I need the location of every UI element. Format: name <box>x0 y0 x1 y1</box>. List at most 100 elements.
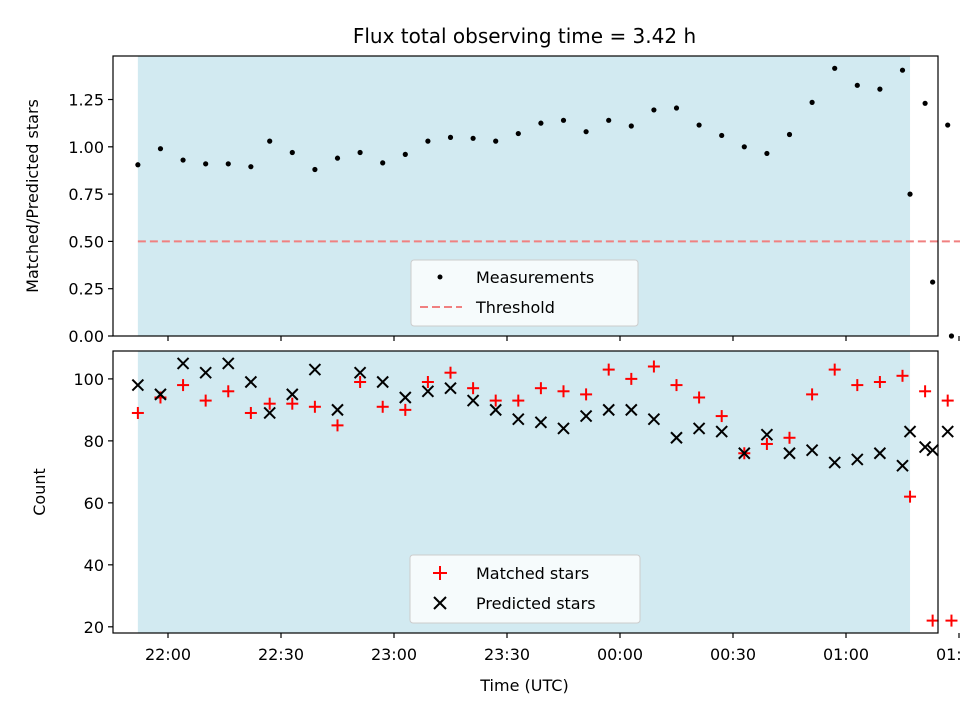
matched-stars-point <box>222 385 235 398</box>
predicted-stars-point <box>376 375 389 389</box>
matched-stars-point <box>760 437 773 450</box>
predicted-stars-point <box>489 403 502 417</box>
predicted-stars-point <box>647 412 661 426</box>
measurement-point <box>248 164 254 170</box>
measurement-point <box>157 146 164 152</box>
matched-stars-point <box>828 363 841 376</box>
ytick-label: 20 <box>84 618 104 637</box>
matched-stars-point <box>896 369 909 382</box>
measurement-point <box>425 138 431 144</box>
measurement-point <box>583 129 589 135</box>
ytick-label: 0.00 <box>68 327 104 346</box>
measurement-point <box>651 107 657 113</box>
xtick-label: 23:30 <box>484 645 530 664</box>
measurement-point <box>515 130 521 137</box>
measurement-point <box>786 131 793 138</box>
predicted-stars-point <box>602 403 615 417</box>
bottom-panel-ylabel: Count <box>30 468 49 516</box>
bottom-panel-frame <box>112 350 939 634</box>
predicted-stars-point <box>941 425 954 438</box>
matched-stars-point <box>941 394 954 407</box>
measurement-point <box>447 134 454 140</box>
measurement-point <box>312 166 318 173</box>
predicted-stars-point <box>851 453 864 466</box>
ytick-label: 1.25 <box>68 91 104 110</box>
xtick-label: 23:00 <box>371 645 417 664</box>
measurement-point <box>741 144 747 150</box>
measurement-point <box>673 105 680 111</box>
predicted-stars-point <box>828 456 841 469</box>
matched-stars-point <box>354 375 367 388</box>
top-legend: Measurements Threshold <box>410 259 639 327</box>
matched-stars-point <box>806 388 819 401</box>
xtick-label: 01:30 <box>936 645 960 664</box>
matched-stars-point <box>263 397 276 410</box>
predicted-stars-point <box>896 459 909 472</box>
predicted-stars-point <box>903 425 917 438</box>
matched-stars-point <box>919 385 932 398</box>
predicted-stars-point <box>926 443 939 457</box>
ytick-label: 0.50 <box>68 232 104 251</box>
predicted-stars-point <box>131 378 145 392</box>
top-legend-box <box>410 259 639 327</box>
predicted-stars-point <box>331 403 344 417</box>
measurement-point <box>628 123 634 129</box>
legend-predicted-marker <box>433 596 447 610</box>
predicted-stars-point <box>534 416 548 429</box>
measurement-point <box>945 122 951 128</box>
matched-stars-point <box>444 366 457 379</box>
matched-stars-point <box>580 388 593 401</box>
legend-threshold-label: Threshold <box>475 298 555 317</box>
top-panel: 0.00 0.25 0.50 0.75 1.00 1.25 Matched/Predict… <box>23 55 960 346</box>
predicted-stars-point <box>421 385 435 398</box>
matched-stars-point <box>873 375 886 388</box>
measurement-point <box>948 333 955 339</box>
measurement-point <box>764 150 770 157</box>
xtick-label: 22:00 <box>145 645 191 664</box>
matched-stars-point <box>602 363 615 376</box>
predicted-stars-point <box>308 363 322 376</box>
measurement-point <box>180 157 186 163</box>
legend-matched-label: Matched stars <box>476 564 589 583</box>
matched-stars-point <box>177 379 190 392</box>
bottom-legend: Matched stars Predicted stars <box>409 554 641 624</box>
measurement-point <box>493 138 499 144</box>
measurement-point <box>560 117 567 123</box>
predicted-stars-point <box>738 447 751 460</box>
predicted-stars-point <box>154 388 167 401</box>
predicted-stars-point <box>466 394 480 407</box>
predicted-stars-point <box>625 403 638 417</box>
ytick-label: 80 <box>84 432 104 451</box>
ytick-label: 60 <box>84 494 104 513</box>
matched-stars-point <box>286 397 299 410</box>
measurement-point <box>470 135 476 141</box>
predicted-stars-point <box>670 431 683 444</box>
xtick-label: 00:30 <box>710 645 756 664</box>
measurement-point <box>854 82 860 88</box>
matched-stars-point <box>376 400 389 413</box>
predicted-stars-point <box>512 412 525 426</box>
measurement-point <box>832 65 838 71</box>
predicted-stars-point <box>715 425 728 438</box>
chart-title: Flux total observing time = 3.42 h <box>353 24 696 48</box>
ytick-label: 40 <box>84 556 104 575</box>
measurement-point <box>538 120 544 126</box>
predicted-stars-point <box>918 440 932 454</box>
predicted-stars-point <box>399 391 412 404</box>
legend-matched-marker <box>433 566 447 580</box>
predicted-stars-point <box>579 409 593 423</box>
measurement-point <box>696 122 702 128</box>
ytick-label: 1.00 <box>68 138 104 157</box>
matched-stars-point <box>904 490 917 503</box>
predicted-stars-point <box>286 388 299 401</box>
measurement-point <box>899 67 906 73</box>
matched-stars-point <box>783 431 796 444</box>
matched-stars-point <box>534 382 547 395</box>
predicted-stars-point <box>222 357 235 370</box>
predicted-stars-point <box>873 447 887 460</box>
measurement-point <box>922 100 928 106</box>
measurement-point <box>135 162 141 168</box>
measurement-point <box>380 160 386 166</box>
measurement-point <box>606 117 612 123</box>
measurement-point <box>267 138 273 144</box>
